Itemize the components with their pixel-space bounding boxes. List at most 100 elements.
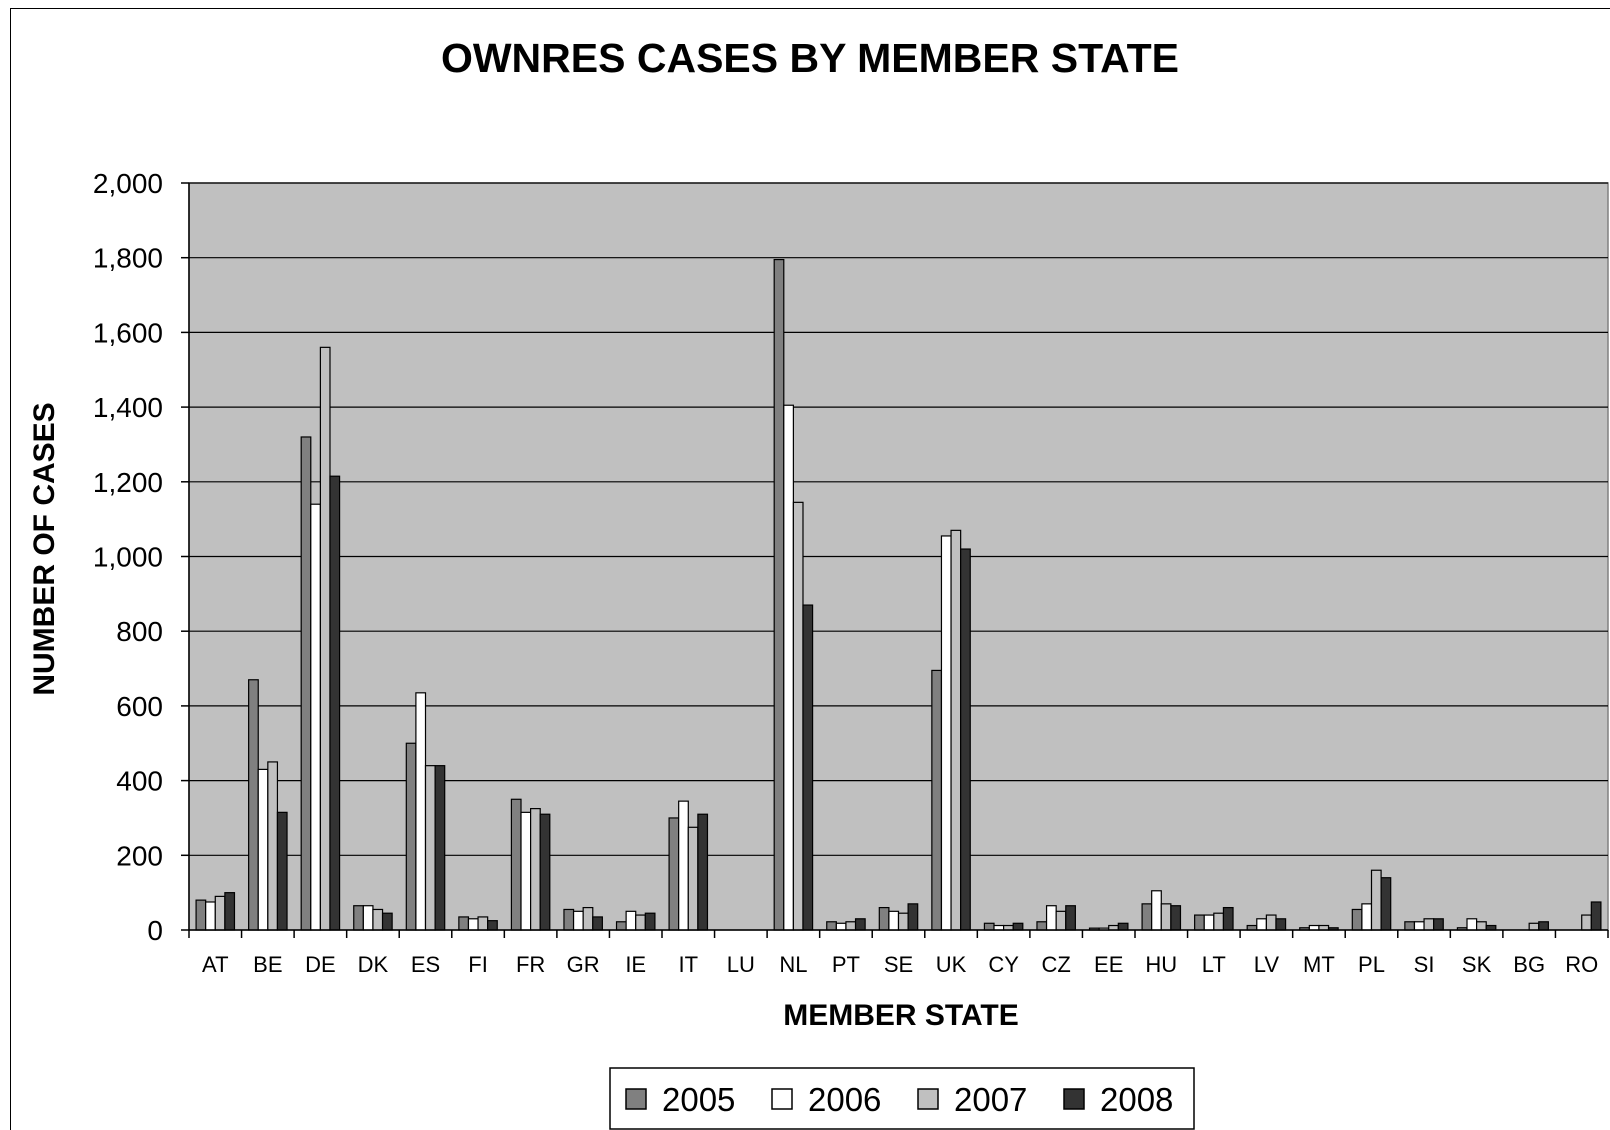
- bar-ie-2008: [644, 912, 656, 931]
- x-tick-label: AT: [202, 952, 228, 977]
- bar-gr-2007: [582, 906, 594, 931]
- bar-nl-2008: [802, 604, 814, 931]
- x-tick-label: PL: [1358, 952, 1385, 977]
- bar-ro-2007: [1581, 914, 1592, 931]
- x-tick-label: IE: [625, 952, 646, 977]
- bar-es-2005: [405, 742, 417, 931]
- bar-at-2007: [214, 895, 226, 931]
- x-tick-label: GR: [567, 952, 600, 977]
- bar-ee-2008: [1117, 922, 1129, 931]
- bar-fr-2006: [520, 811, 532, 931]
- bar-fr-2005: [510, 798, 522, 931]
- legend-label-2006: 2006: [808, 1081, 881, 1118]
- bar-ie-2007: [635, 914, 646, 931]
- bar-pl-2007: [1370, 869, 1382, 931]
- x-tick-label: SK: [1462, 952, 1492, 977]
- bar-uk-2008: [960, 548, 971, 931]
- bar-lt-2007: [1213, 912, 1225, 931]
- legend-label-2007: 2007: [954, 1081, 1027, 1118]
- bar-gr-2008: [592, 916, 603, 931]
- bar-es-2007: [424, 765, 436, 931]
- x-tick-label: EE: [1094, 952, 1123, 977]
- x-tick-label: BE: [253, 952, 282, 977]
- bar-se-2005: [878, 906, 890, 931]
- bar-hu-2007: [1160, 903, 1172, 931]
- bar-fr-2008: [539, 813, 551, 931]
- bar-at-2006: [205, 901, 216, 931]
- bar-hu-2005: [1141, 903, 1153, 931]
- y-tick-label: 1,800: [93, 243, 163, 274]
- bar-lv-2006: [1256, 918, 1267, 931]
- legend-swatch-2005: [625, 1088, 647, 1110]
- x-tick-label: UK: [936, 952, 967, 977]
- bar-at-2008: [224, 892, 236, 931]
- bar-it-2006: [678, 800, 689, 931]
- y-tick-label: 2,000: [93, 168, 163, 199]
- x-tick-label: LV: [1254, 952, 1280, 977]
- x-tick-label: IT: [678, 952, 698, 977]
- bar-be-2007: [267, 761, 279, 931]
- bar-gr-2005: [563, 908, 575, 931]
- x-axis-title: MEMBER STATE: [783, 999, 1019, 1032]
- bar-cy-2005: [983, 922, 995, 931]
- bar-fi-2006: [467, 918, 479, 931]
- x-tick-label: HU: [1145, 952, 1177, 977]
- bar-dk-2007: [372, 908, 384, 931]
- x-axis-ticks: AT BE DE DK ES FI FR GR IE IT LU NL PT SE UK CY CZ EE HU LT…: [188, 930, 1609, 977]
- bar-be-2006: [257, 768, 269, 931]
- bar-lv-2008: [1275, 918, 1287, 931]
- bar-lt-2005: [1194, 914, 1205, 931]
- x-tick-label: BG: [1513, 952, 1545, 977]
- x-tick-label: SE: [884, 952, 913, 977]
- bar-cz-2008: [1065, 905, 1076, 931]
- x-tick-label: CY: [988, 952, 1019, 977]
- bar-dk-2008: [381, 912, 393, 931]
- bar-pt-2007: [845, 921, 857, 931]
- y-tick-label: 1,000: [93, 542, 163, 573]
- bar-pt-2008: [854, 918, 866, 931]
- x-tick-label: DK: [358, 952, 389, 977]
- bar-si-2006: [1413, 921, 1425, 931]
- bar-fi-2008: [487, 920, 498, 931]
- y-tick-label: 800: [116, 616, 163, 647]
- bar-se-2006: [888, 910, 900, 931]
- bar-dk-2006: [362, 905, 374, 931]
- bar-cz-2007: [1055, 910, 1067, 931]
- bar-sk-2006: [1466, 918, 1478, 931]
- bar-se-2007: [897, 912, 909, 931]
- x-tick-label: RO: [1565, 952, 1598, 977]
- bar-fi-2007: [477, 916, 489, 931]
- bar-nl-2005: [773, 258, 785, 931]
- bar-se-2008: [907, 903, 919, 931]
- y-tick-label: 400: [116, 766, 163, 797]
- bar-cz-2006: [1045, 905, 1057, 931]
- legend-box: [609, 1067, 1195, 1130]
- bar-uk-2007: [950, 529, 962, 931]
- bar-cy-2008: [1012, 922, 1024, 931]
- chart-frame: [10, 8, 1610, 1130]
- bar-pt-2005: [826, 921, 837, 931]
- bar-lt-2006: [1203, 914, 1215, 931]
- bar-be-2008: [276, 811, 288, 931]
- x-tick-label: FI: [468, 952, 488, 977]
- x-tick-label: PT: [832, 952, 860, 977]
- bar-pl-2005: [1351, 908, 1363, 931]
- x-tick-label: CZ: [1042, 952, 1071, 977]
- bar-de-2008: [329, 475, 341, 931]
- y-tick-label: 0: [147, 915, 163, 946]
- bar-de-2006: [310, 503, 321, 931]
- bar-lv-2007: [1265, 914, 1277, 931]
- x-tick-label: DE: [305, 952, 336, 977]
- bar-gr-2006: [572, 910, 584, 931]
- x-tick-label: LT: [1202, 952, 1226, 977]
- bar-fr-2007: [530, 808, 541, 931]
- y-axis-ticks: 0 200 400 600 800 1,000 1,200 1,400 1,600 1,800 2,…: [93, 168, 189, 946]
- bar-lt-2008: [1222, 906, 1234, 931]
- bar-be-2005: [248, 679, 259, 931]
- bar-hu-2006: [1151, 890, 1162, 931]
- x-tick-label: FR: [516, 952, 545, 977]
- bar-sk-2007: [1476, 921, 1487, 931]
- bar-de-2005: [300, 436, 312, 931]
- bar-si-2007: [1423, 918, 1435, 931]
- bar-it-2005: [668, 817, 680, 931]
